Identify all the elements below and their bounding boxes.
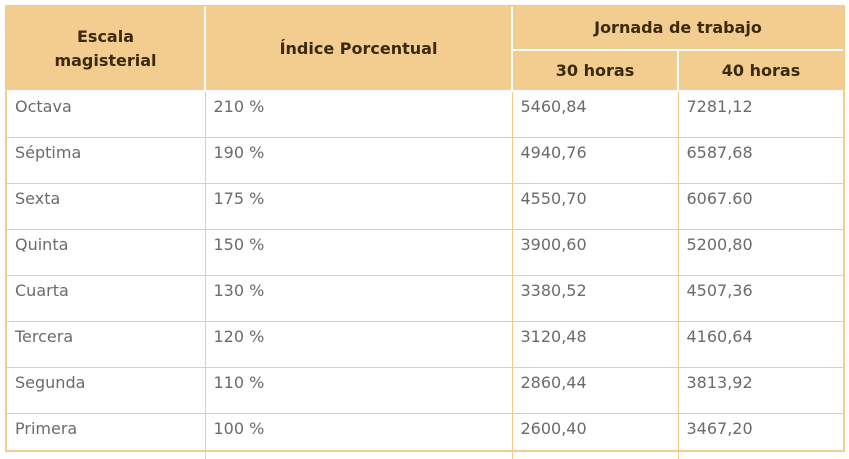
cell-scale: Octava <box>7 91 205 138</box>
cell-40-horas: 3467,20 <box>678 414 843 459</box>
header-jornada-de-trabajo: Jornada de trabajo <box>512 7 843 50</box>
cell-index: 120 % <box>205 322 512 368</box>
cell-40-horas: 3813,92 <box>678 368 843 414</box>
header-40-horas: 40 horas <box>678 50 843 91</box>
cell-index: 210 % <box>205 91 512 138</box>
header-escala-magisterial: Escala magisterial <box>7 7 205 91</box>
cell-scale: Cuarta <box>7 276 205 322</box>
cell-index: 190 % <box>205 138 512 184</box>
table-row: Sexta 175 % 4550,70 6067.60 <box>7 184 843 230</box>
cell-40-horas: 6587,68 <box>678 138 843 184</box>
cell-40-horas: 4507,36 <box>678 276 843 322</box>
salary-table: Escala magisterial Índice Porcentual Jor… <box>7 7 843 459</box>
cell-scale: Primera <box>7 414 205 459</box>
table-row: Octava 210 % 5460,84 7281,12 <box>7 91 843 138</box>
cell-scale: Quinta <box>7 230 205 276</box>
cell-scale: Sexta <box>7 184 205 230</box>
table-row: Séptima 190 % 4940,76 6587,68 <box>7 138 843 184</box>
cell-index: 130 % <box>205 276 512 322</box>
table-row: Cuarta 130 % 3380,52 4507,36 <box>7 276 843 322</box>
cell-scale: Segunda <box>7 368 205 414</box>
cell-30-horas: 4550,70 <box>512 184 678 230</box>
cell-index: 100 % <box>205 414 512 459</box>
cell-30-horas: 3120,48 <box>512 322 678 368</box>
cell-30-horas: 2600,40 <box>512 414 678 459</box>
cell-index: 175 % <box>205 184 512 230</box>
cell-40-horas: 7281,12 <box>678 91 843 138</box>
header-indice-porcentual: Índice Porcentual <box>205 7 512 91</box>
cell-30-horas: 5460,84 <box>512 91 678 138</box>
cell-30-horas: 3900,60 <box>512 230 678 276</box>
table-row: Segunda 110 % 2860,44 3813,92 <box>7 368 843 414</box>
cell-scale: Tercera <box>7 322 205 368</box>
salary-table-container: Escala magisterial Índice Porcentual Jor… <box>5 5 845 452</box>
cell-index: 110 % <box>205 368 512 414</box>
cell-40-horas: 5200,80 <box>678 230 843 276</box>
cell-scale: Séptima <box>7 138 205 184</box>
cell-40-horas: 4160,64 <box>678 322 843 368</box>
cell-index: 150 % <box>205 230 512 276</box>
table-row: Tercera 120 % 3120,48 4160,64 <box>7 322 843 368</box>
table-row: Quinta 150 % 3900,60 5200,80 <box>7 230 843 276</box>
header-30-horas: 30 horas <box>512 50 678 91</box>
table-row: Primera 100 % 2600,40 3467,20 <box>7 414 843 459</box>
cell-30-horas: 2860,44 <box>512 368 678 414</box>
cell-40-horas: 6067.60 <box>678 184 843 230</box>
cell-30-horas: 4940,76 <box>512 138 678 184</box>
cell-30-horas: 3380,52 <box>512 276 678 322</box>
